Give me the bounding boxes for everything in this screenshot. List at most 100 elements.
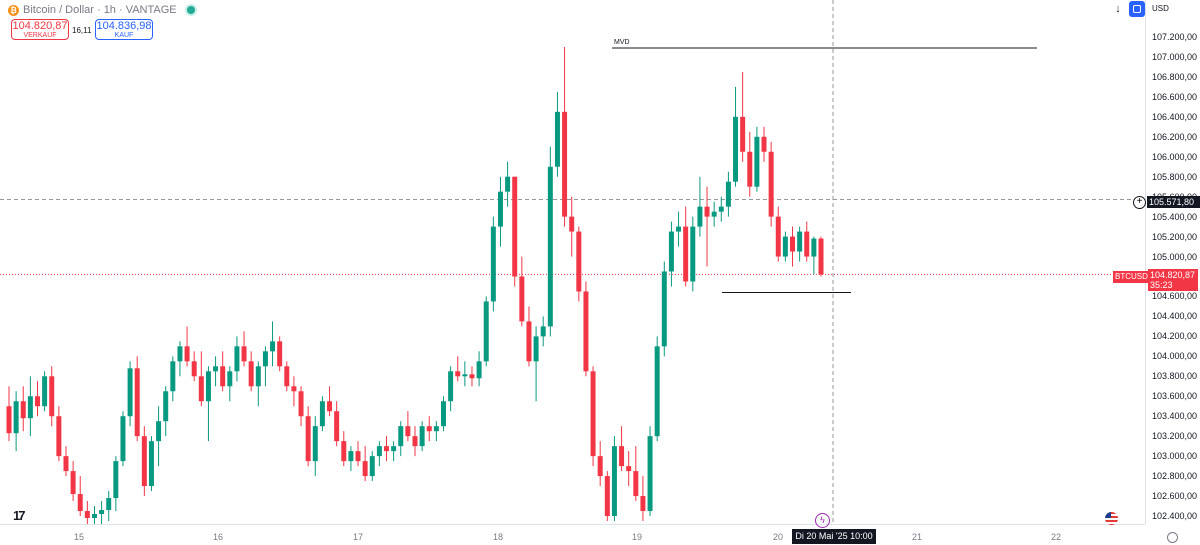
buy-button[interactable]: 104.836,98 KAUF — [95, 19, 153, 40]
candle — [205, 366, 211, 442]
candle — [284, 361, 290, 392]
candle — [148, 436, 154, 492]
candle-body — [725, 181, 731, 207]
candle — [163, 386, 169, 437]
candle-body — [604, 476, 610, 516]
price-tick-label: 104.000,00 — [1152, 351, 1198, 362]
candle — [768, 141, 774, 227]
candle-body — [569, 216, 575, 232]
candle-body — [27, 396, 33, 419]
candle — [647, 426, 653, 516]
candle — [747, 131, 753, 197]
market-status-icon — [186, 6, 195, 14]
candle — [91, 506, 97, 524]
us-flag-icon[interactable] — [1105, 512, 1118, 525]
candle — [782, 231, 788, 262]
time-tick-label: 15 — [74, 532, 85, 542]
candle-body — [455, 371, 461, 377]
candle — [6, 386, 12, 442]
candle-body — [476, 361, 482, 379]
candle — [725, 171, 731, 217]
symbol-title: Bitcoin / Dollar · 1h · VANTAGE — [23, 4, 177, 16]
candle-body — [63, 456, 69, 472]
candle-body — [797, 231, 803, 252]
time-tick-label: 18 — [493, 532, 504, 542]
candle — [690, 216, 696, 292]
price-tick-label: 105.000,00 — [1152, 251, 1198, 262]
candle-body — [740, 116, 746, 152]
down-arrow-icon[interactable]: ↓ — [1115, 3, 1121, 15]
candle-body — [690, 226, 696, 282]
candle-body — [213, 366, 219, 372]
candle-body — [198, 376, 204, 402]
candle — [626, 451, 632, 487]
candle — [291, 376, 297, 407]
candle-body — [191, 361, 197, 377]
candle — [697, 176, 703, 237]
candle-body — [177, 346, 183, 362]
candle — [319, 396, 325, 432]
candle — [191, 351, 197, 382]
price-tick-label: 103.000,00 — [1152, 451, 1198, 462]
candle — [341, 431, 347, 467]
scale-toggle-icon[interactable] — [1129, 1, 1145, 17]
candle-body — [683, 226, 689, 282]
add-alert-icon[interactable]: + — [1133, 196, 1146, 209]
candle — [384, 436, 390, 462]
time-tick-label: 17 — [353, 532, 364, 542]
sell-label: VERKAUF — [23, 32, 57, 39]
candle-body — [84, 511, 90, 518]
time-tick-label: 19 — [632, 532, 643, 542]
candle — [740, 71, 746, 162]
candle-body — [626, 466, 632, 472]
candle — [412, 426, 418, 457]
candle — [220, 351, 226, 392]
tradingview-logo-icon[interactable]: 17 — [13, 508, 26, 523]
candle — [56, 406, 62, 462]
candle — [42, 371, 48, 412]
candle — [177, 341, 183, 377]
candle — [711, 201, 717, 227]
candle — [120, 411, 126, 467]
candle-body — [205, 371, 211, 402]
price-tick-label: 105.200,00 — [1152, 231, 1198, 242]
candlestick-chart[interactable] — [0, 0, 1145, 524]
candle — [476, 351, 482, 387]
symbol-header[interactable]: ₿ Bitcoin / Dollar · 1h · VANTAGE — [8, 2, 195, 18]
candle-body — [526, 321, 532, 362]
candle — [562, 46, 568, 227]
candle — [419, 421, 425, 452]
candle — [84, 501, 90, 524]
candle-body — [170, 361, 176, 392]
lightning-icon[interactable]: ϟ — [815, 513, 830, 528]
candle-body — [790, 236, 796, 252]
candle — [433, 421, 439, 442]
candle-body — [775, 216, 781, 257]
candle — [661, 261, 667, 357]
candle-body — [761, 136, 767, 152]
candle-body — [718, 206, 724, 212]
candle — [277, 336, 283, 372]
price-tick-label: 103.600,00 — [1152, 391, 1198, 402]
price-axis[interactable] — [1145, 0, 1200, 524]
time-axis[interactable] — [0, 524, 1145, 545]
spread-value: 16,11 — [72, 26, 92, 35]
candle — [241, 331, 247, 367]
candle — [704, 186, 710, 267]
sell-button[interactable]: 104.820,87 VERKAUF — [11, 19, 69, 40]
price-tick-label: 107.000,00 — [1152, 51, 1198, 62]
currency-selector[interactable]: USD — [1152, 4, 1169, 13]
candle — [576, 226, 582, 302]
last-price-label: 104.820,87 35:23 — [1148, 269, 1198, 291]
candle-body — [184, 346, 190, 362]
candle-body — [312, 426, 318, 462]
candle-body — [654, 346, 660, 437]
candle-body — [334, 411, 340, 442]
price-tick-label: 102.800,00 — [1152, 471, 1198, 482]
candle-body — [633, 471, 639, 497]
candle-body — [298, 391, 304, 417]
candle-body — [405, 426, 411, 437]
settings-icon[interactable] — [1167, 532, 1178, 543]
candle — [312, 416, 318, 477]
crosshair-price-label: 105.571,80 — [1147, 196, 1200, 208]
